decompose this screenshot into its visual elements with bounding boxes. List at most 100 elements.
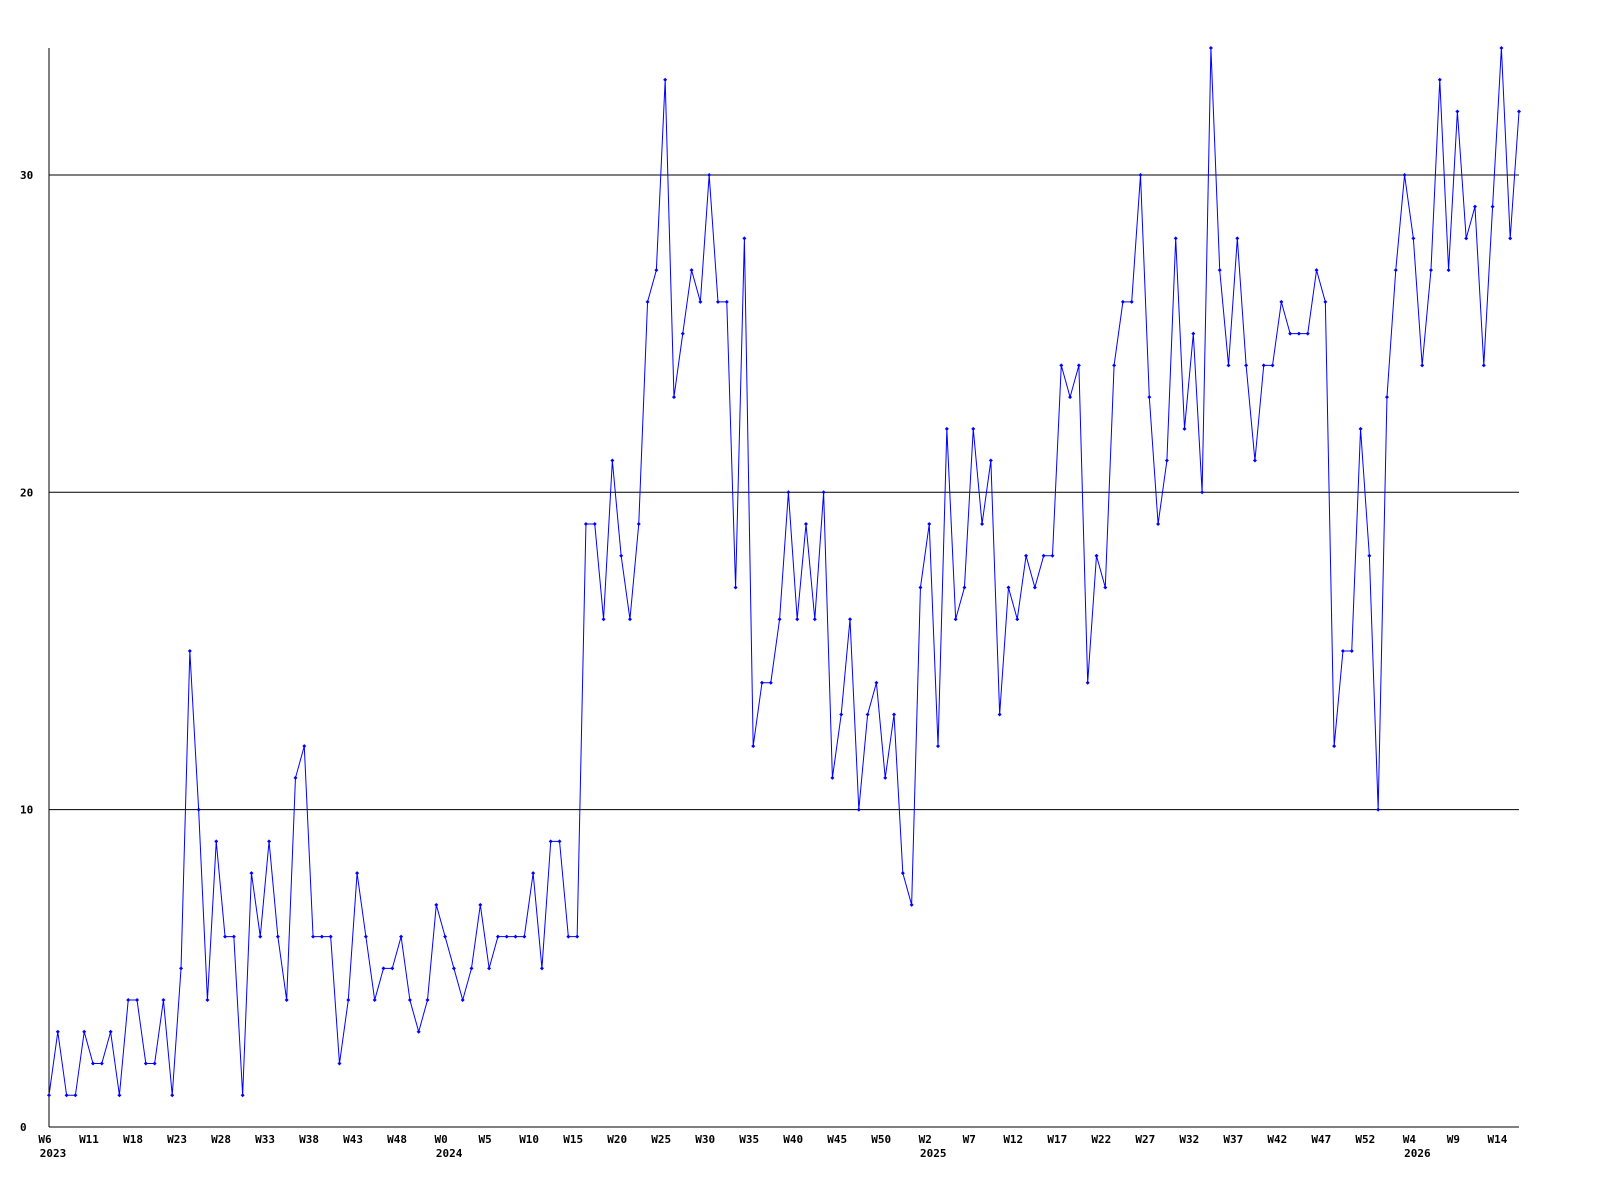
x-tick-label: W50 (871, 1133, 891, 1146)
data-point (346, 998, 351, 1003)
data-point (223, 934, 228, 939)
data-point (856, 807, 861, 812)
data-point (1085, 680, 1090, 685)
x-tick-label: W37 (1223, 1133, 1243, 1146)
data-point (619, 553, 624, 558)
data-point (399, 934, 404, 939)
data-point (214, 839, 219, 844)
data-point (337, 1061, 342, 1066)
data-point (1050, 553, 1055, 558)
x-tick-label: W40 (783, 1133, 803, 1146)
data-point (980, 522, 985, 527)
data-point (1279, 299, 1284, 304)
data-point (363, 934, 368, 939)
data-point (601, 617, 606, 622)
data-point (997, 712, 1002, 717)
data-point (927, 522, 932, 527)
data-point (812, 617, 817, 622)
data-point (1437, 77, 1442, 82)
data-point (99, 1061, 104, 1066)
data-point (1129, 299, 1134, 304)
data-point (522, 934, 527, 939)
x-tick-label: W0 (434, 1133, 447, 1146)
data-point (1015, 617, 1020, 622)
data-point (1402, 172, 1407, 177)
data-point (187, 648, 192, 653)
data-point (707, 172, 712, 177)
data-point (1305, 331, 1310, 336)
data-point (1041, 553, 1046, 558)
x-year-label: 2026 (1404, 1147, 1431, 1160)
data-point (531, 871, 536, 876)
data-point (469, 966, 474, 971)
data-point (1508, 236, 1513, 241)
data-point (1349, 648, 1354, 653)
data-point (1270, 363, 1275, 368)
x-tick-label: W18 (123, 1133, 143, 1146)
x-tick-label: W42 (1267, 1133, 1287, 1146)
data-point (1226, 363, 1231, 368)
data-point (671, 395, 676, 400)
data-point (73, 1093, 78, 1098)
data-point (539, 966, 544, 971)
x-tick-label: W47 (1311, 1133, 1331, 1146)
y-tick-label: 0 (20, 1121, 27, 1134)
data-point (47, 1093, 51, 1098)
data-point (1376, 807, 1381, 812)
data-point (1147, 395, 1152, 400)
data-point (416, 1029, 421, 1034)
x-tick-label: W27 (1135, 1133, 1155, 1146)
data-point (319, 934, 324, 939)
data-point (786, 490, 791, 495)
data-point (460, 998, 465, 1003)
data-point (1068, 395, 1073, 400)
data-point (610, 458, 615, 463)
data-point (900, 871, 905, 876)
data-point (504, 934, 509, 939)
data-point (1261, 363, 1266, 368)
data-point (733, 585, 738, 590)
data-point (1244, 363, 1249, 368)
data-point (1367, 553, 1372, 558)
data-point (1314, 268, 1319, 273)
x-tick-label: W52 (1355, 1133, 1375, 1146)
data-point (1393, 268, 1398, 273)
data-point (196, 807, 201, 812)
data-point (1384, 395, 1389, 400)
data-point (751, 744, 756, 749)
data-point (627, 617, 632, 622)
x-tick-label: W25 (651, 1133, 671, 1146)
data-point (742, 236, 747, 241)
data-point (240, 1093, 245, 1098)
data-point (1138, 172, 1143, 177)
x-tick-label: W7 (963, 1133, 976, 1146)
x-tick-label: W45 (827, 1133, 847, 1146)
data-point (390, 966, 395, 971)
data-point (1164, 458, 1169, 463)
x-tick-label: W38 (299, 1133, 319, 1146)
data-point (1446, 268, 1451, 273)
data-point (962, 585, 967, 590)
x-tick-label: W23 (167, 1133, 187, 1146)
data-point (724, 299, 729, 304)
data-point (372, 998, 377, 1003)
data-point (1032, 585, 1037, 590)
data-point (1499, 46, 1504, 50)
data-point (1112, 363, 1117, 368)
data-point (1103, 585, 1108, 590)
data-point (1120, 299, 1125, 304)
data-point (566, 934, 571, 939)
data-point (249, 871, 254, 876)
data-point (1411, 236, 1416, 241)
data-point (759, 680, 764, 685)
data-point (548, 839, 553, 844)
data-point (830, 775, 835, 780)
data-point (64, 1093, 69, 1098)
x-tick-label: W10 (519, 1133, 539, 1146)
x-tick-label: W22 (1091, 1133, 1111, 1146)
data-point (1200, 490, 1205, 495)
data-point (487, 966, 492, 971)
data-point (170, 1093, 175, 1098)
data-point (645, 299, 650, 304)
